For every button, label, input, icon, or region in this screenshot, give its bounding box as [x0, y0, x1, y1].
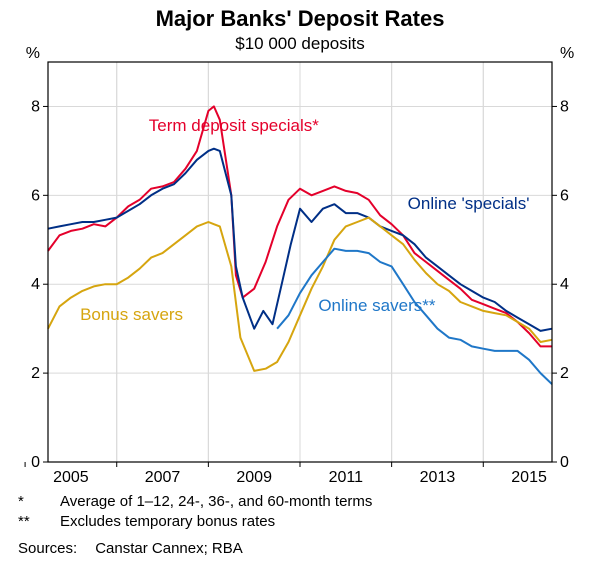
footnote-text: Average of 1–12, 24-, 36-, and 60-month … [60, 492, 372, 512]
line-chart: 0 0 2 2 4 4 6 6 8 8%% 2005 2007 2009 2011 2013 2015 [0, 0, 600, 520]
svg-text:8: 8 [31, 98, 40, 115]
sources-label: Sources: [18, 539, 77, 559]
footnote-1: * Average of 1–12, 24-, 36-, and 60-mont… [18, 492, 372, 512]
svg-text:2013: 2013 [420, 469, 456, 486]
sources-line: Sources: Canstar Cannex; RBA [18, 539, 372, 559]
series-label: Online 'specials' [408, 194, 530, 214]
svg-text:2015: 2015 [511, 469, 547, 486]
svg-text:8: 8 [560, 98, 569, 115]
svg-text:0: 0 [560, 454, 569, 471]
svg-text:2005: 2005 [53, 469, 89, 486]
svg-text:4: 4 [560, 276, 569, 293]
chart-container: Major Banks' Deposit Rates $10 000 depos… [0, 0, 600, 583]
svg-text:6: 6 [560, 187, 569, 204]
series-label: Online savers** [318, 296, 435, 316]
svg-text:%: % [26, 45, 40, 62]
svg-text:4: 4 [31, 276, 40, 293]
svg-text:6: 6 [31, 187, 40, 204]
svg-text:2009: 2009 [236, 469, 272, 486]
svg-text:0: 0 [31, 454, 40, 471]
series-label: Term deposit specials* [149, 116, 319, 136]
svg-text:%: % [560, 45, 574, 62]
footnote-marker: ** [18, 512, 42, 532]
footnote-text: Excludes temporary bonus rates [60, 512, 275, 532]
footnote-marker: * [18, 492, 42, 512]
footnote-2: ** Excludes temporary bonus rates [18, 512, 372, 532]
svg-text:2011: 2011 [329, 469, 364, 486]
footnotes: * Average of 1–12, 24-, 36-, and 60-mont… [18, 492, 372, 559]
series-label: Bonus savers [80, 305, 183, 325]
svg-text:2007: 2007 [145, 469, 181, 486]
svg-text:2: 2 [31, 365, 40, 382]
svg-text:2: 2 [560, 365, 569, 382]
sources-text: Canstar Cannex; RBA [95, 539, 243, 559]
